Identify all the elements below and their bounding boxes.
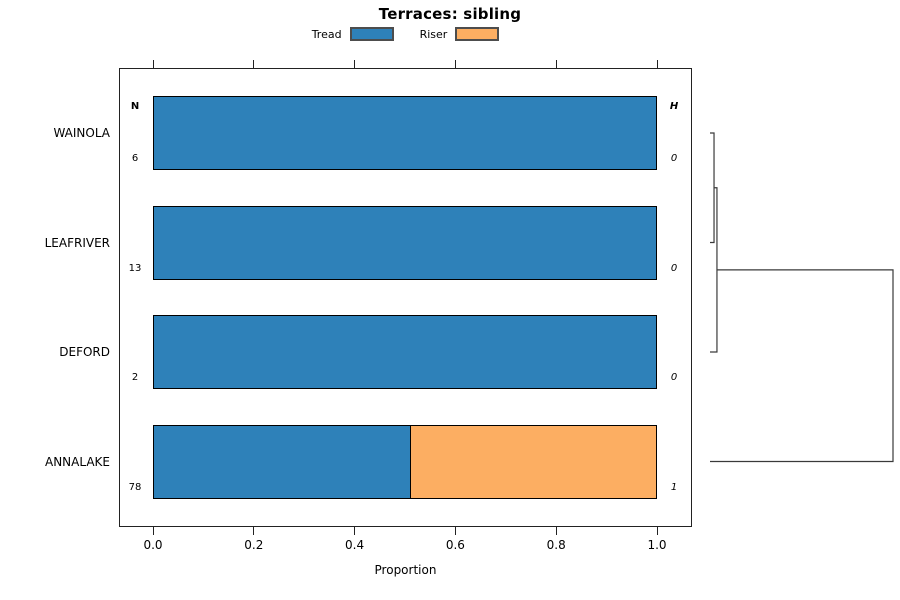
axis-tick-bottom bbox=[152, 527, 154, 535]
bar-segment-deford-tread bbox=[153, 315, 657, 389]
axis-tick-bottom bbox=[454, 527, 456, 535]
axis-tick-top bbox=[454, 60, 456, 68]
h-value: 0 bbox=[670, 372, 678, 383]
plot-frame bbox=[119, 68, 692, 527]
legend-label: Tread bbox=[311, 27, 342, 41]
x-tick-label: 0.0 bbox=[143, 538, 163, 552]
category-label-wainola: WAINOLA bbox=[53, 126, 110, 140]
legend-item-riser: Riser bbox=[420, 27, 500, 41]
chart-title: Terraces: sibling bbox=[378, 5, 522, 23]
legend-swatch-tread bbox=[349, 27, 394, 41]
n-value: 13 bbox=[128, 262, 142, 274]
x-tick-label: 1.0 bbox=[647, 538, 667, 552]
category-label-deford: DEFORD bbox=[59, 345, 110, 359]
category-label-annalake: ANNALAKE bbox=[45, 454, 110, 469]
dendrogram-merge-0 bbox=[710, 132, 715, 244]
axis-tick-top bbox=[656, 60, 658, 68]
axis-tick-bottom bbox=[253, 527, 255, 535]
legend: Tread Riser bbox=[119, 25, 692, 43]
n-column-header: N bbox=[130, 101, 140, 112]
bar-segment-wainola-tread bbox=[153, 96, 657, 170]
bar-segment-annalake-tread bbox=[153, 424, 412, 499]
legend-item-tread: Tread bbox=[312, 27, 394, 41]
x-tick-label: 0.4 bbox=[345, 538, 365, 552]
axis-tick-bottom bbox=[354, 527, 356, 535]
legend-label: Riser bbox=[419, 27, 448, 41]
bar-segment-annalake-riser bbox=[410, 424, 657, 499]
bar-segment-leafriver-tread bbox=[153, 205, 657, 280]
x-tick-label: 0.2 bbox=[244, 538, 264, 552]
axis-tick-bottom bbox=[656, 527, 658, 535]
h-column-header: H bbox=[669, 101, 679, 112]
axis-tick-top bbox=[152, 60, 154, 68]
axis-tick-top bbox=[253, 60, 255, 68]
n-value: 2 bbox=[131, 372, 139, 383]
dendrogram-merge-2 bbox=[710, 269, 894, 463]
dendrogram bbox=[710, 132, 894, 463]
n-value: 6 bbox=[131, 153, 139, 164]
n-value: 78 bbox=[128, 481, 142, 493]
axis-tick-top bbox=[354, 60, 356, 68]
x-tick-label: 0.6 bbox=[445, 538, 465, 552]
x-axis-title: Proportion bbox=[374, 563, 437, 577]
legend-swatch-riser bbox=[455, 27, 500, 41]
dendrogram-merge-1 bbox=[710, 187, 718, 353]
h-value: 1 bbox=[670, 481, 678, 493]
axis-tick-top bbox=[555, 60, 557, 68]
category-label-leafriver: LEAFRIVER bbox=[44, 235, 110, 250]
h-value: 0 bbox=[670, 153, 678, 164]
h-value: 0 bbox=[670, 262, 678, 274]
axis-tick-bottom bbox=[555, 527, 557, 535]
x-tick-label: 0.8 bbox=[546, 538, 566, 552]
